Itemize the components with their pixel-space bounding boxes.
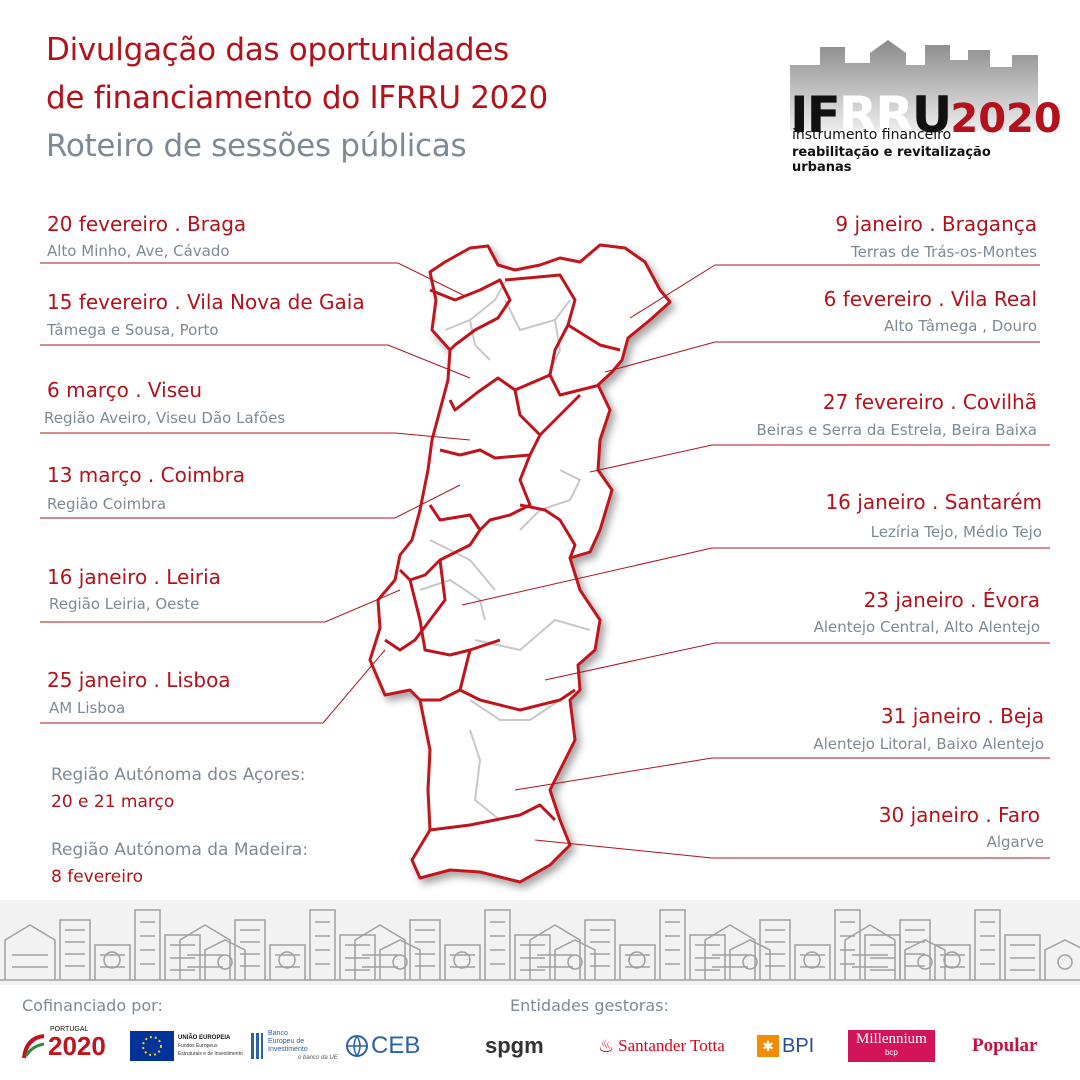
eib-logo: Banco Europeu de Investimento o banco da… xyxy=(250,1030,340,1062)
leader-santarem xyxy=(461,547,1050,606)
portugal-flag-icon xyxy=(22,1034,45,1059)
leader-braga xyxy=(40,262,466,297)
session-faro-date: 30 janeiro . Faro xyxy=(878,803,1040,827)
spgm-logo: spgm xyxy=(485,1033,544,1058)
santander-flame-icon: ♨ xyxy=(598,1035,615,1056)
session-vilareal-regions: Alto Tâmega , Douro xyxy=(884,317,1037,335)
session-beja-regions: Alentejo Litoral, Baixo Alentejo xyxy=(813,735,1044,753)
session-gaia-regions: Tâmega e Sousa, Porto xyxy=(47,321,219,339)
leader-covilha xyxy=(589,444,1050,473)
leader-lisboa xyxy=(40,649,386,724)
session-viseu-date: 6 março . Viseu xyxy=(47,378,203,402)
session-braga-regions: Alto Minho, Ave, Cávado xyxy=(47,242,230,260)
session-leiria-date: 16 janeiro . Leiria xyxy=(47,565,221,589)
cofinanced-label: Cofinanciado por: xyxy=(22,996,163,1015)
popular-logo: Popular xyxy=(972,1035,1038,1056)
leader-vilareal xyxy=(604,341,1040,373)
map-inner-borders-red xyxy=(384,273,621,832)
leader-lines xyxy=(40,262,1050,859)
page-title-line2: de financiamento do IFRRU 2020 xyxy=(46,80,548,116)
session-beja-date: 31 janeiro . Beja xyxy=(880,704,1044,728)
leader-gaia xyxy=(40,344,471,379)
logo-tagline-1: instrumento financeiro xyxy=(792,127,952,143)
session-covilha-regions: Beiras e Serra da Estrela, Beira Baixa xyxy=(756,421,1037,439)
managers-label: Entidades gestoras: xyxy=(510,996,669,1015)
map-regions xyxy=(368,243,672,884)
session-evora-regions: Alentejo Central, Alto Alentejo xyxy=(813,618,1040,636)
session-lisboa-regions: AM Lisboa xyxy=(49,699,126,717)
ceb-logo: CEB xyxy=(345,1030,435,1062)
eu-flag-icon xyxy=(130,1031,174,1061)
session-braganca-regions: Terras de Trás-os-Montes xyxy=(851,243,1037,261)
leader-coimbra xyxy=(40,484,461,519)
madeira-date: 8 fevereiro xyxy=(51,867,143,887)
page-subtitle: Roteiro de sessões públicas xyxy=(46,128,467,164)
map-outline xyxy=(368,243,672,884)
session-viseu-regions: Região Aveiro, Viseu Dão Lafões xyxy=(44,409,286,427)
skyline-logo-icon xyxy=(790,40,1038,131)
session-faro-regions: Algarve xyxy=(986,833,1044,851)
session-leiria-regions: Região Leiria, Oeste xyxy=(49,595,200,613)
azores-label: Região Autónoma dos Açores: xyxy=(51,765,306,785)
session-covilha-date: 27 fevereiro . Covilhã xyxy=(822,390,1037,414)
leader-faro xyxy=(534,839,1050,859)
page-title-line1: Divulgação das oportunidades xyxy=(46,32,509,68)
ifrru-logo: IFRRU2020 instrumento financeiro reabili… xyxy=(790,35,1062,175)
session-vilareal-date: 6 fevereiro . Vila Real xyxy=(823,287,1037,311)
santander-logo: ♨ Santander Totta xyxy=(598,1035,725,1056)
session-lisboa-date: 25 janeiro . Lisboa xyxy=(47,668,231,692)
leader-beja xyxy=(514,757,1050,791)
bpi-star-icon: ✱ xyxy=(757,1035,779,1057)
session-coimbra-regions: Região Coimbra xyxy=(47,495,167,513)
ceb-globe-icon xyxy=(346,1035,368,1058)
session-braganca-date: 9 janeiro . Bragança xyxy=(835,212,1037,236)
portugal-2020-logo: PORTUGAL 2020 xyxy=(22,1026,122,1062)
city-skyline-icon xyxy=(0,909,1080,981)
session-coimbra-date: 13 março . Coimbra xyxy=(47,463,246,487)
leader-viseu xyxy=(40,432,471,441)
madeira-label: Região Autónoma da Madeira: xyxy=(51,840,309,860)
map-inner-borders-grey xyxy=(419,281,591,821)
leader-leiria xyxy=(40,589,401,623)
logo-wordmark: IFRRU2020 xyxy=(790,86,1062,144)
azores-date: 20 e 21 março xyxy=(51,792,175,812)
eib-bars-icon xyxy=(251,1033,263,1059)
session-santarem-regions: Lezíria Tejo, Médio Tejo xyxy=(870,523,1042,541)
eu-funds-logo: UNIÃO EUROPEIA Fundos Europeus Estrutura… xyxy=(130,1030,245,1062)
millennium-logo: Millennium bcp xyxy=(848,1030,935,1062)
logo-tagline-2: reabilitação e revitalização urbanas xyxy=(792,145,991,175)
bpi-logo: ✱ BPI xyxy=(757,1030,814,1062)
session-santarem-date: 16 janeiro . Santarém xyxy=(825,490,1042,514)
session-gaia-date: 15 fevereiro . Vila Nova de Gaia xyxy=(47,290,365,314)
leader-evora xyxy=(544,642,1050,681)
session-evora-date: 23 janeiro . Évora xyxy=(863,588,1040,612)
skyline-band xyxy=(0,900,1080,985)
leader-braganca xyxy=(629,264,1040,319)
session-braga-date: 20 fevereiro . Braga xyxy=(47,212,247,236)
